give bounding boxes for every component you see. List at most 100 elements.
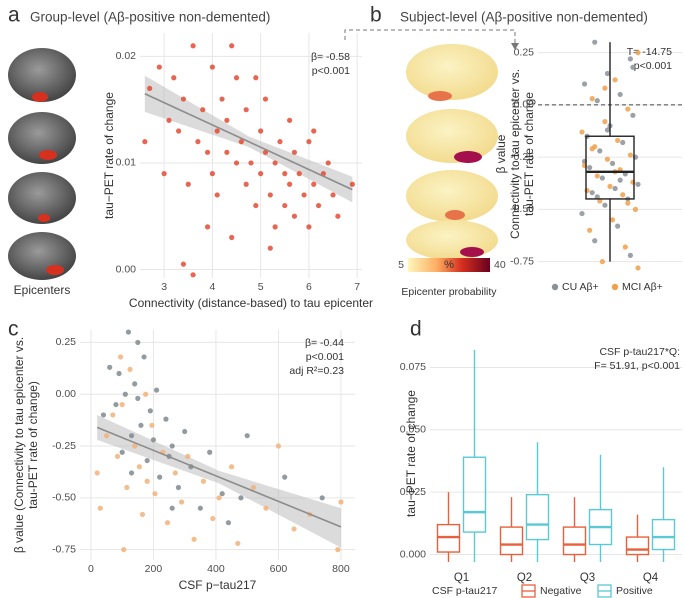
point (349, 181, 355, 187)
point (153, 387, 160, 393)
point (592, 39, 598, 45)
point (625, 106, 631, 112)
point (132, 381, 138, 387)
y-axis-label: tau−PET rate of change (102, 92, 116, 219)
point (584, 187, 590, 194)
point (599, 175, 605, 181)
point (609, 217, 616, 223)
x-tick-label: 400 (207, 563, 225, 575)
x-tick-label: 6 (306, 281, 312, 293)
y-tick-label: 0.025 (400, 486, 426, 498)
point (176, 128, 182, 134)
point (330, 192, 336, 198)
point (180, 96, 187, 102)
point (182, 428, 188, 435)
y-tick-label: 0.000 (400, 548, 426, 560)
y-tick-label: -0.50 (510, 203, 534, 215)
point (204, 149, 211, 155)
point (604, 127, 611, 133)
annotation: β= -0.58 (311, 51, 350, 63)
point (190, 272, 196, 278)
point (617, 91, 623, 98)
y-axis-label: tau-PET rate of change (522, 92, 536, 216)
point (258, 171, 264, 177)
point (244, 433, 250, 439)
point (632, 206, 639, 212)
y-tick-label: -0.25 (510, 151, 534, 163)
point (287, 181, 293, 187)
point (150, 437, 157, 443)
point (127, 366, 133, 372)
point (291, 149, 298, 155)
point (207, 449, 213, 455)
point (296, 171, 302, 177)
point (144, 478, 150, 484)
point (107, 364, 113, 370)
x-tick-label: Q2 (517, 572, 532, 584)
point (306, 224, 312, 230)
point (152, 491, 158, 497)
panel-label: b (370, 4, 382, 27)
point (171, 75, 177, 81)
point (335, 213, 341, 219)
point (128, 470, 135, 476)
point (627, 56, 633, 62)
point (609, 160, 616, 167)
y-tick-label: 0.25 (514, 46, 535, 58)
x-axis-label: CSF p−tau217 (179, 578, 257, 592)
legend-label: CU Aβ+ (562, 281, 599, 293)
point (228, 464, 235, 470)
point (620, 139, 626, 146)
point (197, 505, 203, 511)
point (175, 484, 182, 491)
point (594, 173, 600, 179)
point (311, 128, 317, 134)
point (275, 443, 282, 449)
point (306, 139, 312, 145)
point (589, 190, 595, 196)
point (163, 416, 169, 422)
y-tick-label: 0.01 (116, 157, 137, 169)
point (103, 433, 110, 439)
point (172, 470, 178, 476)
point (287, 117, 293, 123)
confidence-band (97, 414, 341, 548)
point (191, 536, 197, 542)
point (233, 160, 240, 166)
brains-b (406, 44, 498, 260)
point (319, 495, 325, 501)
point (125, 329, 132, 335)
point (262, 96, 269, 102)
point (627, 252, 633, 258)
x-tick-label: 5 (258, 281, 264, 293)
legend-swatch (551, 283, 559, 291)
point (602, 85, 608, 91)
y-tick-label: -0.75 (52, 543, 76, 555)
point (272, 160, 278, 166)
point (604, 156, 611, 162)
point (209, 64, 215, 70)
point (635, 50, 641, 56)
point (262, 149, 269, 155)
annotation: β= -0.44 (305, 337, 344, 349)
y-tick-label: 0.00 (514, 99, 535, 111)
panel-label: d (410, 318, 422, 341)
y-tick-label: 0.00 (116, 263, 137, 275)
point (291, 526, 297, 532)
colorbar (408, 258, 490, 272)
point (233, 75, 240, 81)
point (612, 77, 618, 83)
point (587, 164, 593, 171)
point (135, 395, 141, 401)
point (141, 354, 147, 360)
point (214, 128, 220, 134)
point (119, 401, 125, 408)
point (635, 181, 641, 187)
point (122, 391, 128, 397)
y-tick-label: 0.075 (400, 361, 426, 373)
point (157, 474, 163, 480)
point (161, 171, 167, 177)
x-axis-label: Connectivity (distance-based) to tau epi… (129, 296, 373, 310)
point (630, 64, 636, 70)
